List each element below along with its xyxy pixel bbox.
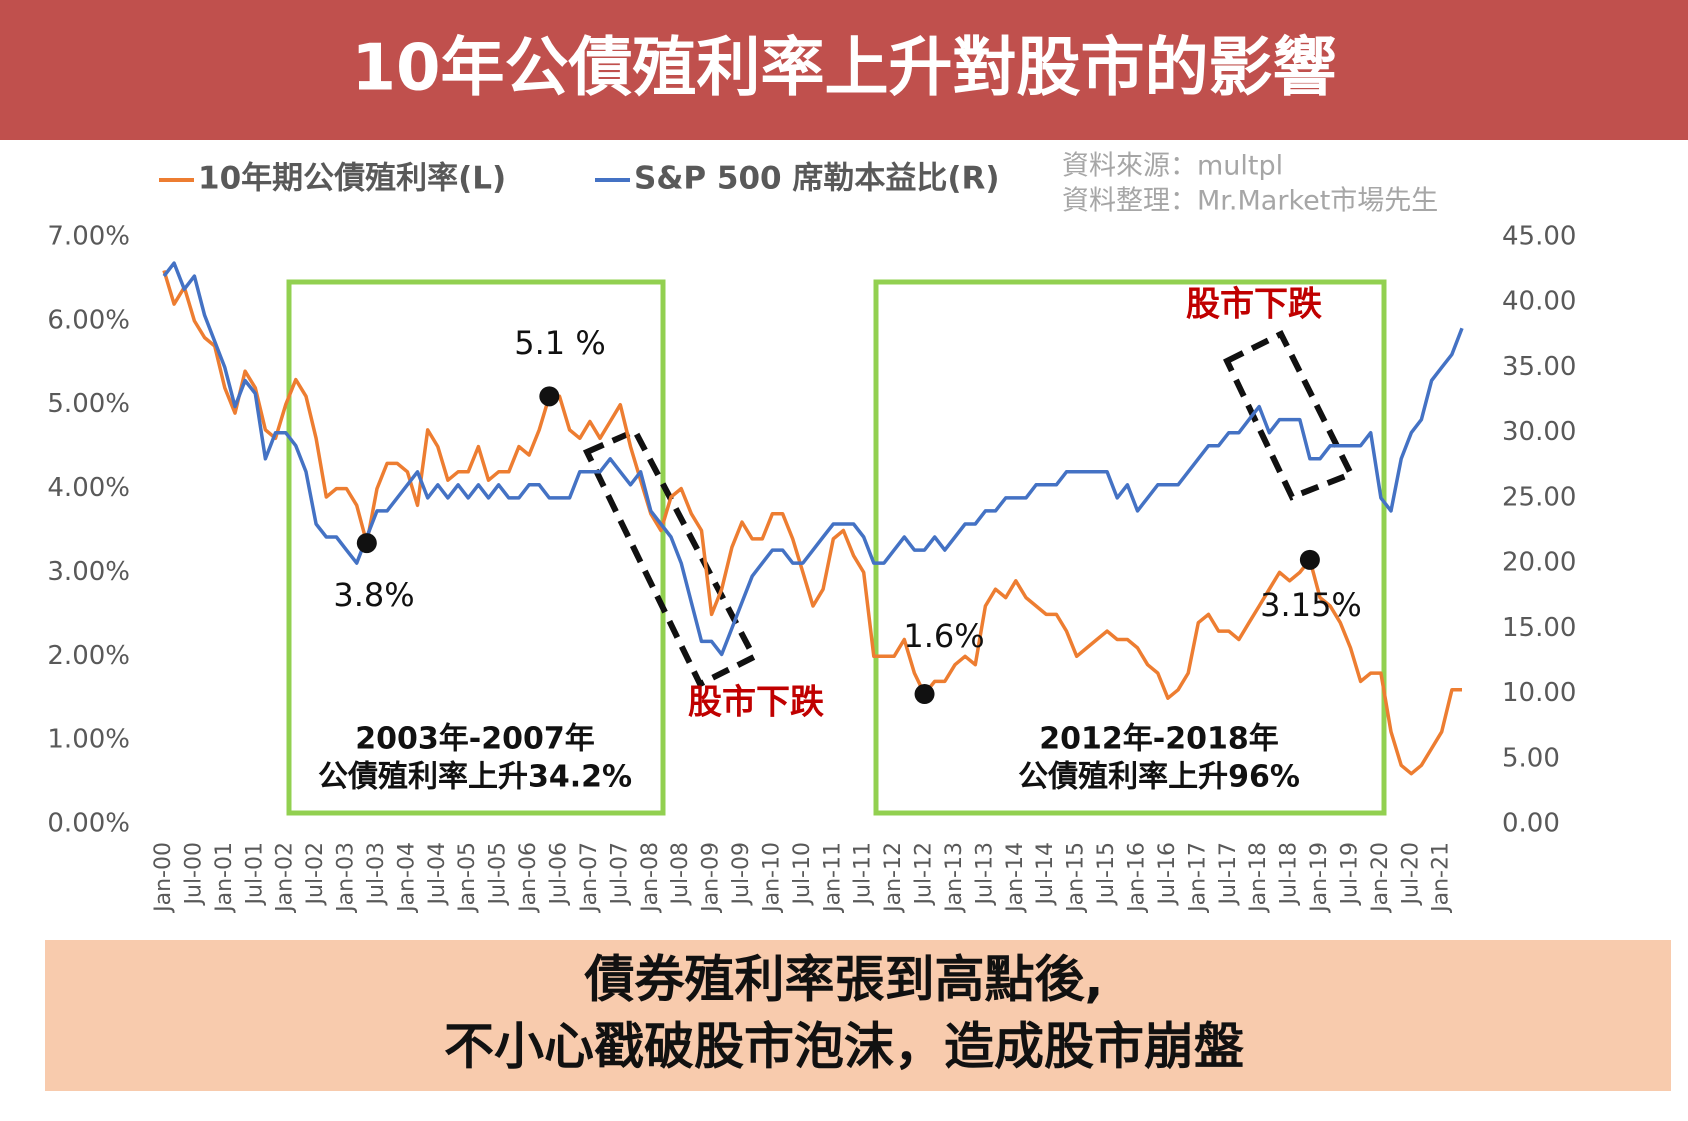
y2-tick-label: 40.00 bbox=[1502, 287, 1576, 317]
x-tick-label: Jul-02 bbox=[303, 842, 328, 906]
y2-tick-label: 25.00 bbox=[1502, 482, 1576, 512]
annotation: 3.8% bbox=[333, 576, 414, 614]
y-tick-label: 1.00% bbox=[47, 725, 130, 755]
y-tick-label: 4.00% bbox=[47, 473, 130, 503]
annotation: 5.1 % bbox=[514, 324, 605, 362]
legend-label: 10年期公債殖利率(L) bbox=[198, 161, 506, 197]
x-tick-label: Jan-16 bbox=[1125, 842, 1150, 914]
x-tick-label: Jan-02 bbox=[273, 842, 298, 914]
highlight-box bbox=[286, 279, 666, 816]
annotation: 公債殖利率上升34.2% bbox=[318, 760, 632, 795]
x-tick-label: Jul-17 bbox=[1216, 842, 1241, 906]
y-tick-label: 0.00% bbox=[47, 809, 130, 839]
highlight-box bbox=[873, 279, 1387, 816]
dashed-box bbox=[582, 427, 759, 689]
x-tick-label: Jul-00 bbox=[181, 842, 206, 906]
x-tick-label: Jul-01 bbox=[242, 842, 267, 906]
y2-tick-label: 5.00 bbox=[1502, 743, 1560, 773]
x-tick-label: Jul-07 bbox=[607, 842, 632, 906]
line bbox=[162, 269, 1462, 776]
x-tick-label: Jul-11 bbox=[851, 842, 876, 906]
x-tick-label: Jan-06 bbox=[516, 842, 541, 914]
x-tick-label: Jan-17 bbox=[1185, 842, 1210, 914]
x-tick-label: Jul-12 bbox=[912, 842, 937, 906]
x-tick-label: Jan-21 bbox=[1429, 842, 1454, 914]
y-tick-label: 6.00% bbox=[47, 305, 130, 335]
footer-text: 債券殖利率張到高點後, bbox=[584, 951, 1104, 1009]
highlight-dot bbox=[356, 533, 377, 554]
highlight-dot bbox=[1299, 549, 1320, 570]
footer-text: 不小心戳破股市泡沫，造成股市崩盤 bbox=[444, 1018, 1244, 1076]
x-tick-label: Jan-05 bbox=[455, 842, 480, 914]
x-tick-label: Jan-00 bbox=[151, 842, 176, 914]
x-tick-label: Jul-15 bbox=[1094, 842, 1119, 906]
x-tick-label: Jul-04 bbox=[425, 842, 450, 906]
annotation: 公債殖利率上升96% bbox=[1018, 760, 1300, 795]
x-tick-label: Jan-09 bbox=[699, 842, 724, 914]
source: 資料整理：Mr.Market市場先生 bbox=[1062, 186, 1438, 217]
x-tick-label: Jan-13 bbox=[942, 842, 967, 914]
x-tick-label: Jan-01 bbox=[212, 842, 237, 914]
x-tick-label: Jan-10 bbox=[759, 842, 784, 914]
x-tick-label: Jan-19 bbox=[1307, 842, 1332, 914]
y2-tick-label: 20.00 bbox=[1502, 548, 1576, 578]
x-tick-label: Jan-11 bbox=[820, 842, 845, 914]
x-tick-label: Jul-20 bbox=[1398, 842, 1423, 906]
x-tick-label: Jul-08 bbox=[668, 842, 693, 906]
footer-banner bbox=[45, 940, 1671, 1091]
line bbox=[162, 261, 1464, 657]
annotation: 1.6% bbox=[903, 617, 984, 655]
y2-tick-label: 45.00 bbox=[1502, 222, 1576, 252]
x-tick-label: Jul-05 bbox=[486, 842, 511, 906]
x-tick-label: Jan-18 bbox=[1246, 842, 1271, 914]
highlight-dot bbox=[539, 386, 560, 407]
y-tick-label: 2.00% bbox=[47, 641, 130, 671]
x-tick-label: Jul-18 bbox=[1277, 842, 1302, 906]
x-tick-label: Jan-07 bbox=[577, 842, 602, 914]
x-tick-label: Jan-15 bbox=[1064, 842, 1089, 914]
y2-tick-label: 35.00 bbox=[1502, 352, 1576, 382]
x-tick-label: Jul-06 bbox=[546, 842, 571, 906]
annotation: 股市下跌 bbox=[688, 683, 824, 723]
annotation: 2012年-2018年 bbox=[1039, 722, 1278, 757]
x-tick-label: Jul-13 bbox=[972, 842, 997, 906]
x-tick-label: Jan-03 bbox=[334, 842, 359, 914]
x-tick-label: Jul-03 bbox=[364, 842, 389, 906]
x-tick-label: Jan-20 bbox=[1368, 842, 1393, 914]
y2-tick-label: 30.00 bbox=[1502, 417, 1576, 447]
annotation: 2003年-2007年 bbox=[355, 722, 594, 757]
highlight-dot bbox=[914, 684, 935, 705]
y2-tick-label: 15.00 bbox=[1502, 613, 1576, 643]
x-tick-label: Jul-14 bbox=[1033, 842, 1058, 906]
y-tick-label: 7.00% bbox=[47, 222, 130, 252]
title: 10年公債殖利率上升對股市的影響 bbox=[351, 32, 1336, 106]
x-tick-label: Jan-04 bbox=[394, 842, 419, 914]
x-tick-label: Jul-16 bbox=[1155, 842, 1180, 906]
legend-label: S&P 500 席勒本益比(R) bbox=[634, 161, 1000, 197]
x-tick-label: Jul-09 bbox=[729, 842, 754, 906]
dashed-box bbox=[1223, 329, 1356, 501]
annotation: 股市下跌 bbox=[1186, 285, 1322, 325]
x-tick-label: Jan-12 bbox=[881, 842, 906, 914]
source: 資料來源：multpl bbox=[1062, 151, 1283, 182]
x-tick-label: Jan-08 bbox=[638, 842, 663, 914]
x-tick-label: Jan-14 bbox=[1003, 842, 1028, 914]
title-bar bbox=[0, 0, 1688, 140]
x-tick-label: Jul-19 bbox=[1337, 842, 1362, 906]
annotation: 3.15% bbox=[1260, 586, 1362, 624]
y-tick-label: 5.00% bbox=[47, 389, 130, 419]
x-tick-label: Jul-10 bbox=[790, 842, 815, 906]
y2-tick-label: 0.00 bbox=[1502, 809, 1560, 839]
y-tick-label: 3.00% bbox=[47, 557, 130, 587]
y2-tick-label: 10.00 bbox=[1502, 678, 1576, 708]
